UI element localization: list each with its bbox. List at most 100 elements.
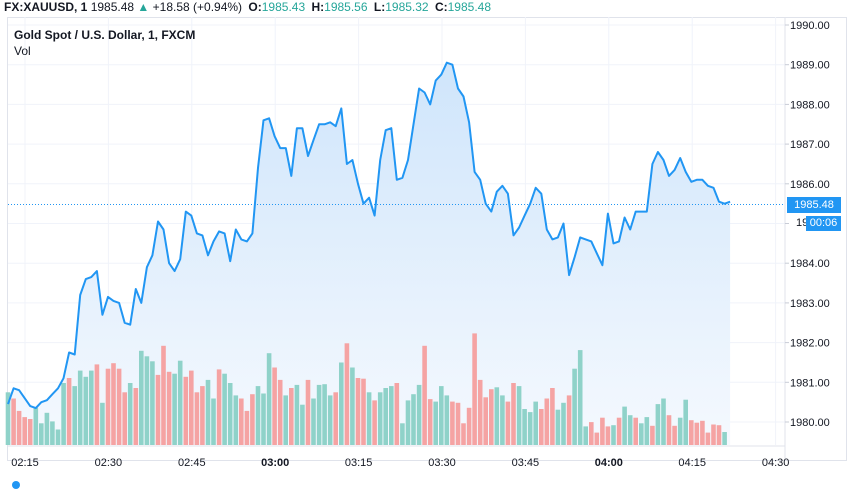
volume-bar [405,400,411,445]
time-axis[interactable]: 02:15 02:30 02:45 03:00 03:15 03:30 03:45 04:00… [8,445,789,469]
volume-bar [489,389,494,445]
volume-bar [505,401,511,445]
legend-title[interactable]: Gold Spot / U.S. Dollar, 1, FXCM [14,28,196,42]
volume-bar [444,395,450,445]
volume-bar [450,401,455,445]
volume-bar [527,412,533,445]
price-tick-label: 1980.00 [790,417,830,429]
last-price: 1985.48 [90,0,135,14]
volume-bar [455,402,461,445]
volume-bar [166,371,172,445]
volume-bar [216,369,222,445]
volume-bar [355,378,361,445]
volume-bar [272,367,277,445]
volume-bar [622,406,627,445]
volume-bar [111,363,116,445]
last-price-tag: 1985.48 [787,197,841,213]
volume-bar [200,386,205,445]
volume-bar [716,425,722,445]
volume-bar [294,384,300,445]
volume-bar [305,379,311,445]
volume-bar [55,429,61,445]
price-tick-label: 1983.00 [790,298,830,310]
time-tick-label: 02:15 [11,457,39,469]
price-line [7,61,785,410]
volume-bar [516,386,522,445]
price-axis[interactable]: 1980.00 1981.00 1982.00 1983.00 1984.00 1986.… [784,17,830,460]
volume-bar [105,368,111,445]
volume-bar [27,419,33,445]
volume-bar [177,360,183,445]
volume-bar [500,395,505,445]
volume-bar [411,394,416,445]
price-area [8,62,731,445]
volume-bar [289,388,294,445]
price-tick-label: 1984.00 [790,258,830,270]
price-change: +18.58 (+0.94%) [152,0,243,14]
symbol-name[interactable]: FX:XAUUSD, 1 [4,0,88,14]
volume-bar [555,409,561,445]
volume-bar [389,386,394,445]
price-tick-label: 1990.00 [790,20,830,32]
volume-bar [422,345,427,445]
time-tick-label: 04:15 [678,457,706,469]
volume-bar [316,384,322,445]
volume-bar [616,417,622,445]
time-tick-label: 02:30 [95,457,123,469]
volume-bar [611,425,616,445]
time-tick-label: 03:45 [512,457,540,469]
volume-bar [544,398,550,445]
volume-bar [700,420,705,445]
volume-bar [677,417,683,445]
volume-bar [566,395,572,445]
volume-bar [266,353,272,445]
volume-bar [83,376,89,445]
volume-bar [372,400,377,445]
high-label: H: [311,0,325,14]
volume-bar [139,350,144,445]
volume-bar [39,423,44,445]
volume-bar [722,432,727,445]
volume-bar [477,379,483,445]
time-tick-label: 03:30 [428,457,456,469]
volume-bar [350,367,355,445]
volume-bar [672,425,677,445]
volume-bar [416,384,422,445]
volume-bar [439,386,444,445]
volume-bar [133,388,139,445]
volume-bar [222,373,227,445]
volume-bar [161,345,166,445]
volume-bar [127,383,133,445]
volume-bar [711,424,716,445]
volume-bar [594,432,600,445]
volume-bar [705,432,711,445]
price-tick-label: 1989.00 [790,60,830,72]
volume-bar [689,420,694,445]
low-label: L: [373,0,386,14]
volume-bar [189,370,194,445]
volume-bar [344,343,350,445]
open-label: O: [248,0,262,14]
price-tick-label: 1981.00 [790,377,830,389]
volume-bar [16,410,22,445]
close-label: C: [434,0,448,14]
volume-bar [311,398,316,445]
volume-bar [61,383,66,445]
low-value: 1985.32 [385,0,429,14]
volume-bar [472,333,477,445]
volume-bar [361,378,366,445]
volume-bar [572,368,577,445]
volume-bar [172,373,177,445]
volume-bar [250,394,255,445]
volume-bar [244,410,250,445]
volume-bar [633,417,638,445]
volume-bar [577,350,583,445]
volume-bar [150,361,155,445]
volume-bar [366,392,372,445]
chart-frame[interactable] [7,17,847,461]
volume-bar [44,412,50,445]
volume-legend[interactable]: Vol [14,44,31,58]
chart-legend: Gold Spot / U.S. Dollar, 1, FXCM Vol [14,27,195,59]
volume-bar [77,370,83,445]
